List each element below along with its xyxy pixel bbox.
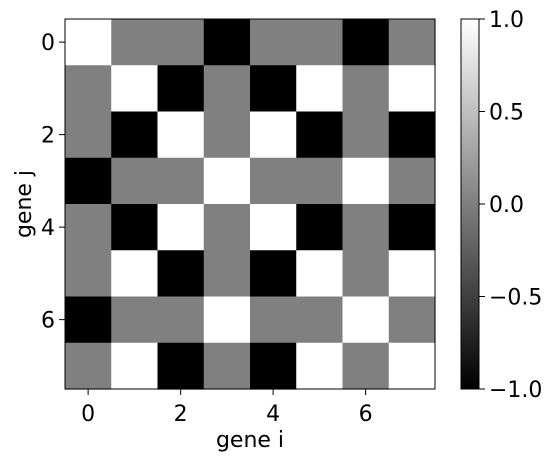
colorbar-ticks: −1.0 −0.5 0.0 0.5 1.0 (479, 8, 542, 403)
colorbar-tick-label: 0.0 (489, 193, 524, 218)
colorbar-tick-label: 0.5 (489, 101, 524, 126)
heatmap-cell (157, 296, 205, 344)
heatmap-cell (388, 250, 436, 298)
colorbar-tick-label: 1.0 (489, 8, 524, 33)
heatmap-cell (296, 204, 344, 251)
heatmap-cell (203, 19, 251, 66)
heatmap-cell (65, 204, 112, 251)
x-tick-label: 0 (81, 402, 95, 427)
heatmap-cell (250, 296, 297, 344)
heatmap-cell (203, 204, 251, 251)
heatmap-cell (203, 157, 251, 205)
x-tick-label: 4 (266, 402, 280, 427)
heatmap-cell (388, 157, 436, 205)
heatmap-cell (250, 204, 297, 251)
colorbar (460, 18, 480, 390)
heatmap-cell (342, 296, 390, 344)
heatmap-cell (111, 111, 159, 159)
heatmap-cell (388, 65, 436, 113)
heatmap-cell (342, 204, 390, 251)
x-axis-ticks: 0 2 4 6 (81, 389, 373, 427)
x-tick-label: 6 (359, 402, 373, 427)
heatmap-cell (342, 342, 390, 390)
heatmap-cells (65, 19, 436, 390)
heatmap-cell (65, 250, 112, 298)
heatmap-cell (203, 111, 251, 159)
heatmap-cell (388, 296, 436, 344)
heatmap-cell (157, 157, 205, 205)
heatmap-cell (250, 342, 297, 390)
heatmap-cell (111, 19, 159, 66)
heatmap-cell (296, 111, 344, 159)
heatmap-cell (157, 342, 205, 390)
heatmap-cell (296, 296, 344, 344)
heatmap-cell (250, 111, 297, 159)
heatmap-cell (157, 250, 205, 298)
heatmap-cell (342, 250, 390, 298)
colorbar-tick-label: −1.0 (489, 378, 542, 403)
colorbar-tick-label: −0.5 (489, 286, 542, 311)
heatmap-cell (342, 19, 390, 66)
heatmap-cell (342, 111, 390, 159)
heatmap-cell (203, 342, 251, 390)
heatmap-cell (157, 65, 205, 113)
heatmap-cell (296, 19, 344, 66)
heatmap-cell (65, 296, 112, 344)
heatmap-cell (388, 111, 436, 159)
heatmap-cell (203, 296, 251, 344)
heatmap-cell (65, 342, 112, 390)
heatmap-cell (65, 65, 112, 113)
x-axis-label: gene i (216, 428, 284, 453)
plot-frame (64, 18, 436, 390)
heatmap-cell (111, 342, 159, 390)
heatmap-cell (388, 204, 436, 251)
heatmap-cell (250, 250, 297, 298)
heatmap-cell (296, 250, 344, 298)
heatmap-cell (250, 157, 297, 205)
heatmap-cell (203, 250, 251, 298)
heatmap-cell (65, 157, 112, 205)
heatmap-cell (65, 111, 112, 159)
y-tick-label: 4 (41, 216, 55, 241)
heatmap-cell (342, 157, 390, 205)
y-axis-ticks: 0 2 4 6 (41, 31, 65, 334)
heatmap-cell (157, 111, 205, 159)
heatmap-cell (157, 19, 205, 66)
y-tick-label: 0 (41, 31, 55, 56)
heatmap-cell (65, 19, 112, 66)
heatmap-cell (388, 19, 436, 66)
heatmap-cell (111, 250, 159, 298)
heatmap-cell (111, 204, 159, 251)
heatmap-cell (157, 204, 205, 251)
heatmap-cell (296, 65, 344, 113)
y-tick-label: 6 (41, 309, 55, 334)
heatmap-cell (388, 342, 436, 390)
heatmap-cell (250, 65, 297, 113)
heatmap-cell (250, 19, 297, 66)
heatmap-cell (111, 296, 159, 344)
heatmap-cell (111, 65, 159, 113)
heatmap-cell (203, 65, 251, 113)
y-tick-label: 2 (41, 124, 55, 149)
x-tick-label: 2 (174, 402, 188, 427)
heatmap-cell (296, 157, 344, 205)
heatmap-cell (296, 342, 344, 390)
y-axis-label: gene j (12, 170, 37, 238)
heatmap-cell (342, 65, 390, 113)
heatmap-cell (111, 157, 159, 205)
